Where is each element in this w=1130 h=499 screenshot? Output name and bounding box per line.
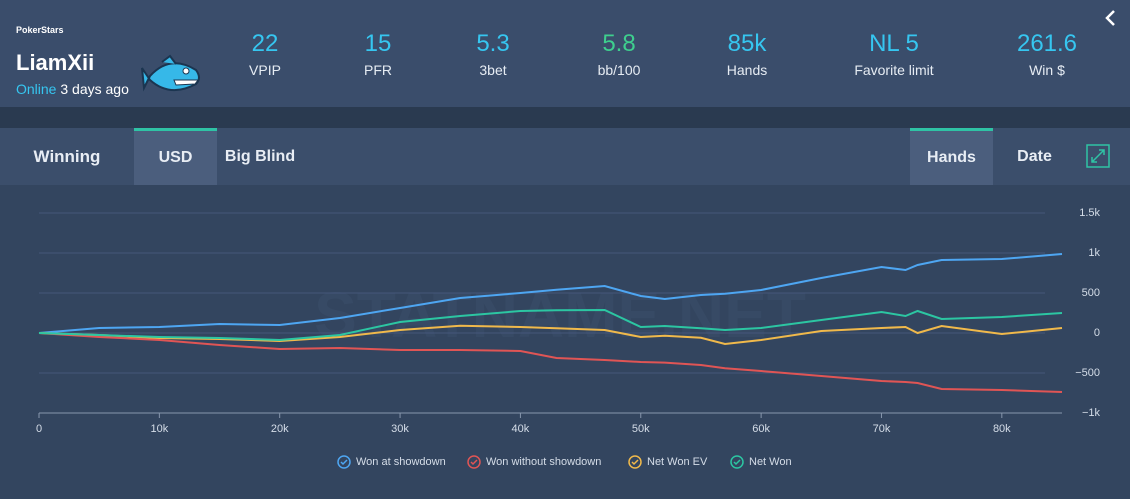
stat-value: 5.8 [602,30,636,57]
x-tick-label: 30k [391,423,409,435]
x-tick-label: 70k [873,423,891,435]
stat: 22 VPIP [195,30,335,78]
y-tick-label: 0 [1094,327,1100,339]
stat: 5.8 bb/100 [549,30,689,78]
x-tick-label: 60k [752,423,770,435]
legend-marker [337,455,351,469]
legend-marker [730,455,744,469]
stat-value: NL 5 [869,30,919,57]
stat-value: 15 [364,30,392,57]
status: Online [16,81,57,97]
status-line: Online 3 days ago [16,81,129,97]
chart-panel: Winning USD Big Blind Hands Date [0,128,1130,499]
stat-label: Hands [726,62,768,78]
profile-header: PokerStars LiamXii Online 3 days ago 22 V… [0,0,1130,107]
legend-label: Net Won [749,456,792,468]
username: LiamXii [16,50,95,75]
y-tick-label: 1.5k [1079,207,1100,219]
stat-value: 5.3 [476,30,510,57]
series-line [38,253,1063,334]
legend-item[interactable]: Won at showdown [337,455,446,469]
legend-label: Net Won EV [647,456,708,468]
tab-bar: Winning USD Big Blind Hands Date [0,128,1130,185]
legend-item[interactable]: Net Won [730,455,792,469]
stat-label: 3bet [479,62,507,78]
stat-label: VPIP [249,62,281,78]
legend-check [631,459,639,466]
y-tick-label: 1k [1088,247,1100,259]
y-tick-label: −1k [1082,407,1101,419]
stat: 5.3 3bet [423,30,563,78]
x-tick-label: 80k [993,423,1011,435]
tab[interactable]: Big Blind [224,148,296,165]
chart: STATNAME.NET 1.5k 1k 500 0 −500 −1k 0 10k 20k 30k 4… [36,207,1101,469]
stat-value: 261.6 [1016,30,1078,57]
y-tick-label: −500 [1075,367,1100,379]
watermark: STATNAME.NET [314,279,806,351]
tab[interactable]: Date [1017,148,1052,165]
y-tick-label: 500 [1082,287,1100,299]
series-line [38,308,1063,342]
site-name: PokerStars [16,25,64,35]
back-button[interactable] [1103,8,1119,28]
stat-label: Win $ [1029,62,1065,78]
expand-button[interactable] [1086,144,1110,168]
x-tick-label: 50k [632,423,650,435]
stat-label: bb/100 [597,62,641,78]
x-tick-label: 40k [512,423,530,435]
stat-value: 22 [251,30,279,57]
stat: 15 PFR [308,30,448,78]
stat-label: Favorite limit [854,62,934,78]
legend-check [733,459,741,466]
legend-check [470,459,478,466]
series-line [38,332,1063,393]
tab[interactable]: USD [134,128,217,185]
legend-label: Won without showdown [486,456,601,468]
panel-title: Winning [33,147,101,166]
stat: NL 5 Favorite limit [824,30,964,78]
legend-check [340,459,348,466]
legend-marker [467,455,481,469]
x-tick-label: 20k [271,423,289,435]
stat-label: PFR [364,62,392,78]
x-tick-label: 0 [36,423,42,435]
legend-label: Won at showdown [356,456,446,468]
x-tick-label: 10k [150,423,168,435]
legend-item[interactable]: Won without showdown [467,455,601,469]
tab[interactable]: Hands [910,128,993,185]
legend-marker [628,455,642,469]
legend-item[interactable]: Net Won EV [628,455,708,469]
stat: 85k Hands [677,30,817,78]
stat: 261.6 Win $ [977,30,1117,78]
last-seen: 3 days ago [60,81,129,97]
stat-value: 85k [727,30,767,57]
fish-avatar [141,54,200,92]
